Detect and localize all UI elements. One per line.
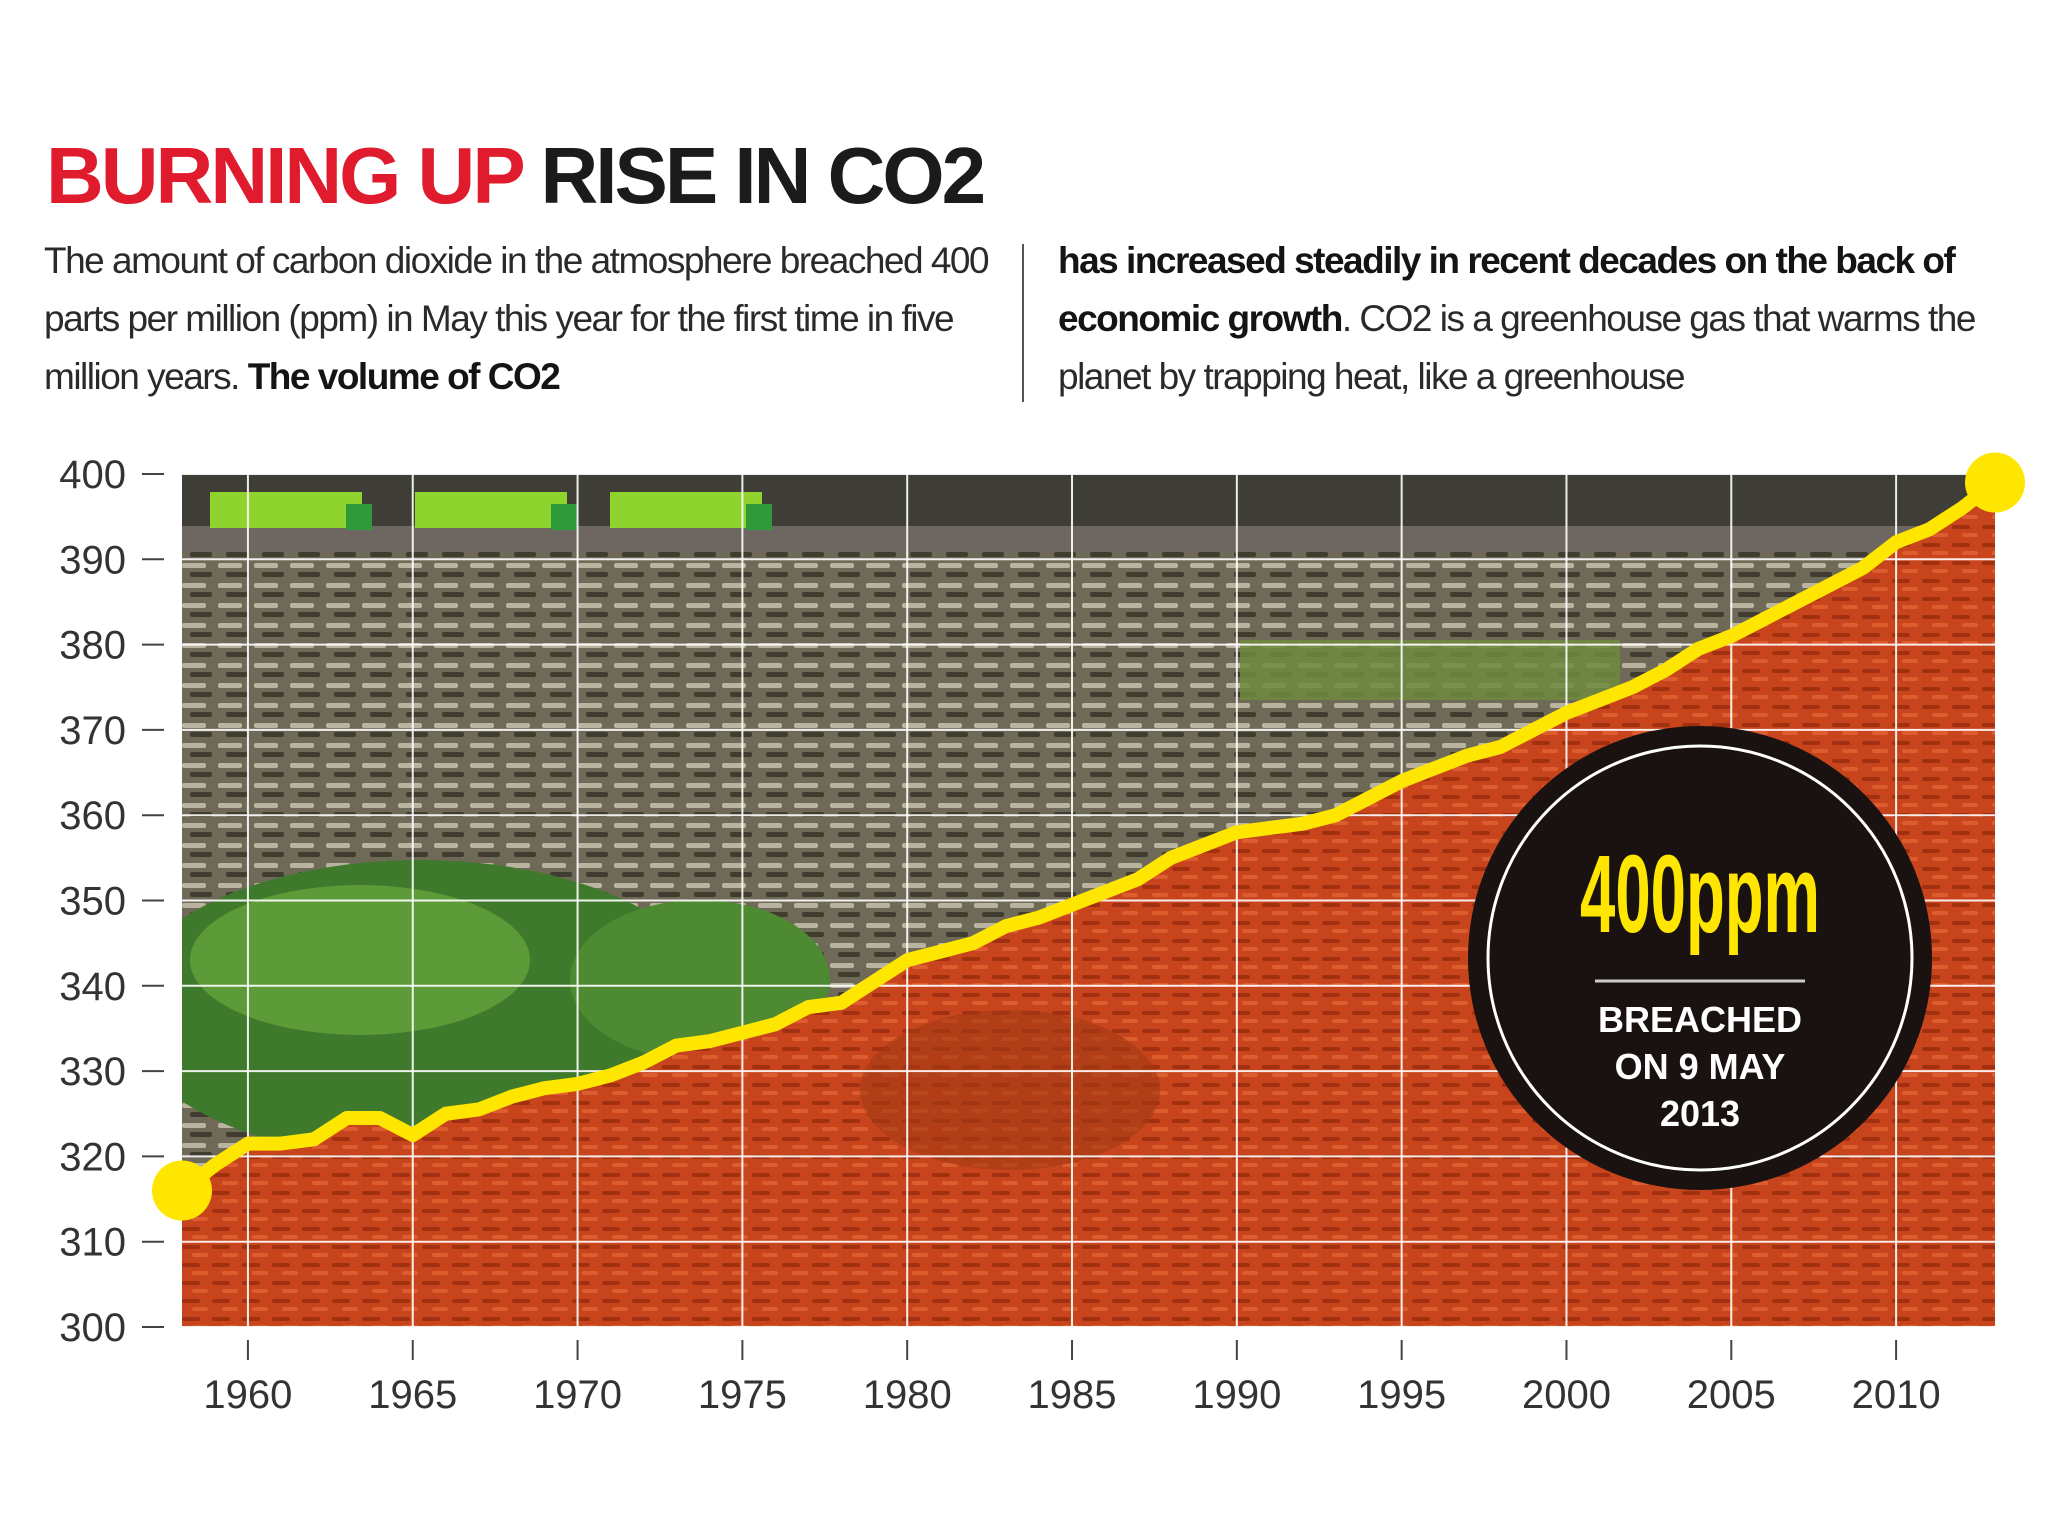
xtick-label-1980: 1980 [863, 1373, 952, 1417]
truck-cab-1 [346, 504, 372, 530]
breach-badge: 400ppm BREACHED ON 9 MAY 2013 [1468, 726, 1932, 1190]
grass-patch [1240, 640, 1620, 700]
truck-cab-2 [551, 504, 577, 530]
truck-2 [415, 492, 567, 528]
xtick-label-2005: 2005 [1687, 1373, 1776, 1417]
dirt-road [182, 526, 1995, 552]
intro-column-1: The amount of carbon dioxide in the atmo… [44, 232, 1004, 406]
intro-bold-2: has increased steadily in recent decades… [1058, 240, 1956, 339]
ytick-label-360: 360 [59, 794, 126, 838]
badge-value: 400ppm [1580, 833, 1820, 956]
ytick-label-330: 330 [59, 1050, 126, 1094]
badge-line1: BREACHED [1598, 999, 1802, 1040]
badge-line2: ON 9 MAY [1615, 1046, 1786, 1087]
ytick-label-370: 370 [59, 709, 126, 753]
badge-ring [1486, 744, 1914, 1172]
truck-1 [210, 492, 362, 528]
xtick-label-2000: 2000 [1522, 1373, 1611, 1417]
intro-text-1: The amount of carbon dioxide in the atmo… [44, 240, 990, 397]
ytick-label-380: 380 [59, 624, 126, 668]
ytick-label-300: 300 [59, 1306, 126, 1350]
intro-column-2: has increased steadily in recent decades… [1058, 232, 2048, 406]
xtick-label-1960: 1960 [203, 1373, 292, 1417]
forest-highlight [190, 885, 530, 1035]
headline-part1: BURNING UP [46, 131, 524, 220]
xtick-label-1970: 1970 [533, 1373, 622, 1417]
ytick-label-390: 390 [59, 538, 126, 582]
headline: BURNING UP RISE IN CO2 [46, 136, 986, 216]
xtick-label-1985: 1985 [1028, 1373, 1117, 1417]
ytick-label-400: 400 [59, 453, 126, 497]
tinted-tree [860, 1010, 1160, 1170]
ytick-label-310: 310 [59, 1221, 126, 1265]
xtick-label-1990: 1990 [1192, 1373, 1281, 1417]
truck-3 [610, 492, 762, 528]
ytick-label-320: 320 [59, 1135, 126, 1179]
ytick-label-350: 350 [59, 880, 126, 924]
xtick-label-1995: 1995 [1357, 1373, 1446, 1417]
xtick-label-1975: 1975 [698, 1373, 787, 1417]
column-divider [1022, 244, 1024, 402]
intro-bold-1: The volume of CO2 [247, 356, 561, 397]
badge-line3: 2013 [1660, 1093, 1740, 1134]
headline-part2: RISE IN CO2 [540, 131, 986, 220]
xtick-label-1965: 1965 [368, 1373, 457, 1417]
co2-line [175, 475, 2002, 1198]
axes: 300 310 320 330 340 350 360 370 380 390 400 1960 196… [59, 453, 1940, 1417]
end-point-marker [1965, 452, 2025, 513]
xtick-label-2010: 2010 [1852, 1373, 1941, 1417]
data-series [152, 452, 2025, 1221]
truck-cab-3 [746, 504, 772, 530]
intro-text-2: . CO2 is a greenhouse gas that warms the… [1058, 298, 1976, 397]
start-point-marker [152, 1160, 212, 1221]
ytick-label-340: 340 [59, 965, 126, 1009]
badge-circle [1468, 726, 1932, 1190]
